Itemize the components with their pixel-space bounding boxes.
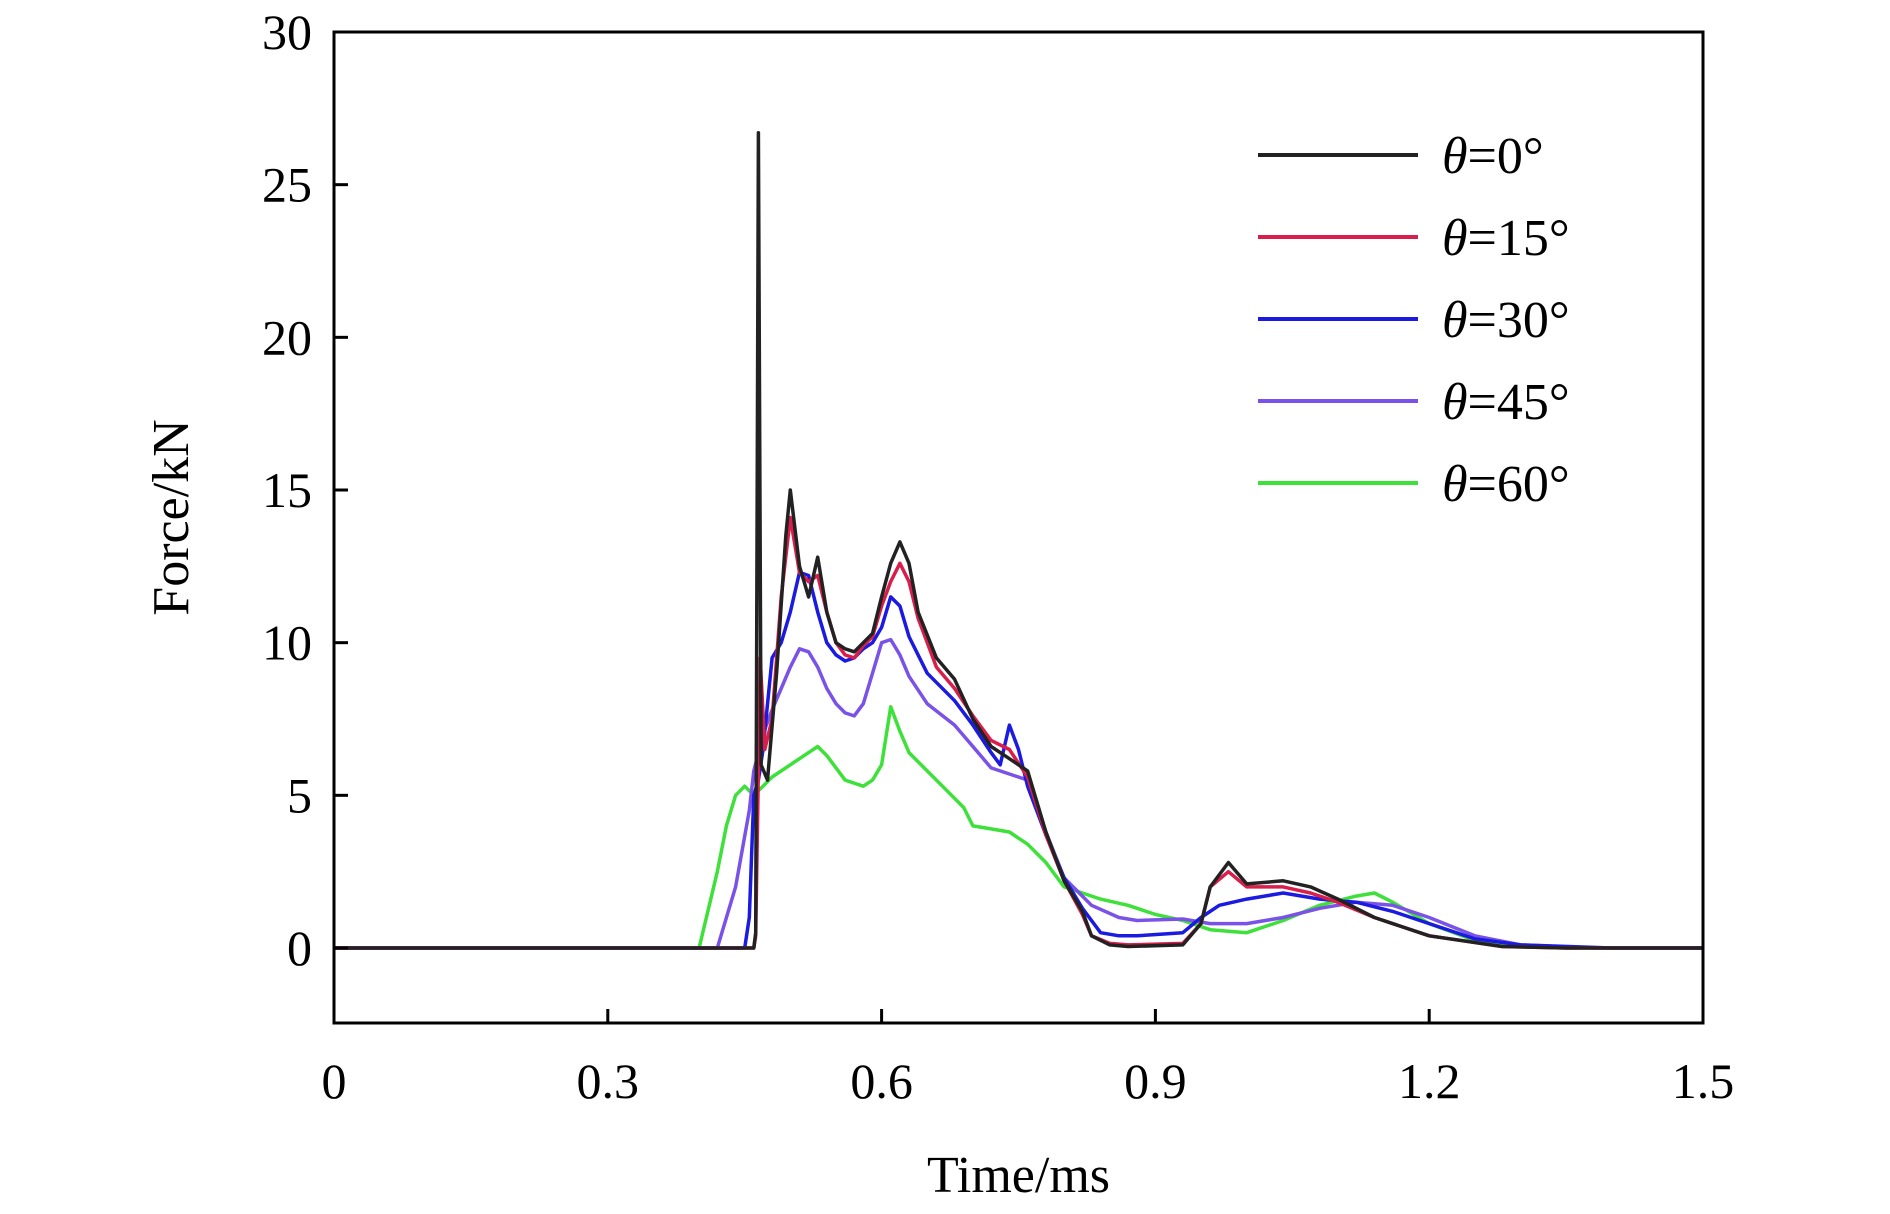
x-tick-label: 0.9 xyxy=(1124,1053,1187,1109)
legend-value: =60° xyxy=(1468,456,1570,513)
series-line xyxy=(334,570,1703,950)
y-tick-label: 25 xyxy=(262,157,312,213)
x-tick-label: 1.5 xyxy=(1672,1053,1735,1109)
legend-value: =30° xyxy=(1468,292,1570,349)
y-tick-label: 0 xyxy=(287,920,312,976)
x-axis-title: Time/ms xyxy=(927,1147,1110,1204)
y-tick-label: 10 xyxy=(262,615,312,671)
y-tick-label: 30 xyxy=(262,4,312,60)
legend-theta: θ xyxy=(1442,292,1468,349)
x-tick-label: 1.2 xyxy=(1398,1053,1461,1109)
legend-theta: θ xyxy=(1442,456,1468,513)
series-line xyxy=(334,131,1703,950)
series-line xyxy=(334,515,1703,950)
y-tick-label: 5 xyxy=(287,767,312,823)
legend-theta: θ xyxy=(1442,374,1468,431)
x-tick-label: 0.3 xyxy=(577,1053,640,1109)
y-tick-label: 20 xyxy=(262,309,312,365)
legend-label: θ=60° xyxy=(1442,456,1570,513)
legend-value: =0° xyxy=(1468,128,1544,185)
y-tick-label: 15 xyxy=(262,462,312,518)
axis-ticks xyxy=(332,30,1705,1023)
series-layer xyxy=(334,131,1703,950)
plot-frame xyxy=(332,30,1705,1025)
legend-label: θ=45° xyxy=(1442,374,1570,431)
legend-label: θ=15° xyxy=(1442,210,1570,267)
x-tick-label: 0.6 xyxy=(850,1053,913,1109)
y-axis-title: Force/kN xyxy=(143,419,200,615)
series-line xyxy=(334,705,1703,950)
legend-value: =15° xyxy=(1468,210,1570,267)
tick-labels: 0 0.3 0.6 0.9 1.2 1.5 0 5 10 15 20 25 30 xyxy=(262,4,1734,1109)
legend-value: =45° xyxy=(1468,374,1570,431)
legend-label: θ=30° xyxy=(1442,292,1570,349)
series-line xyxy=(334,637,1703,950)
legend-label: θ=0° xyxy=(1442,128,1544,185)
legend: θ=0°θ=15°θ=30°θ=45°θ=60° xyxy=(1258,128,1570,513)
legend-theta: θ xyxy=(1442,210,1468,267)
legend-theta: θ xyxy=(1442,128,1468,185)
x-tick-label: 0 xyxy=(322,1053,347,1109)
